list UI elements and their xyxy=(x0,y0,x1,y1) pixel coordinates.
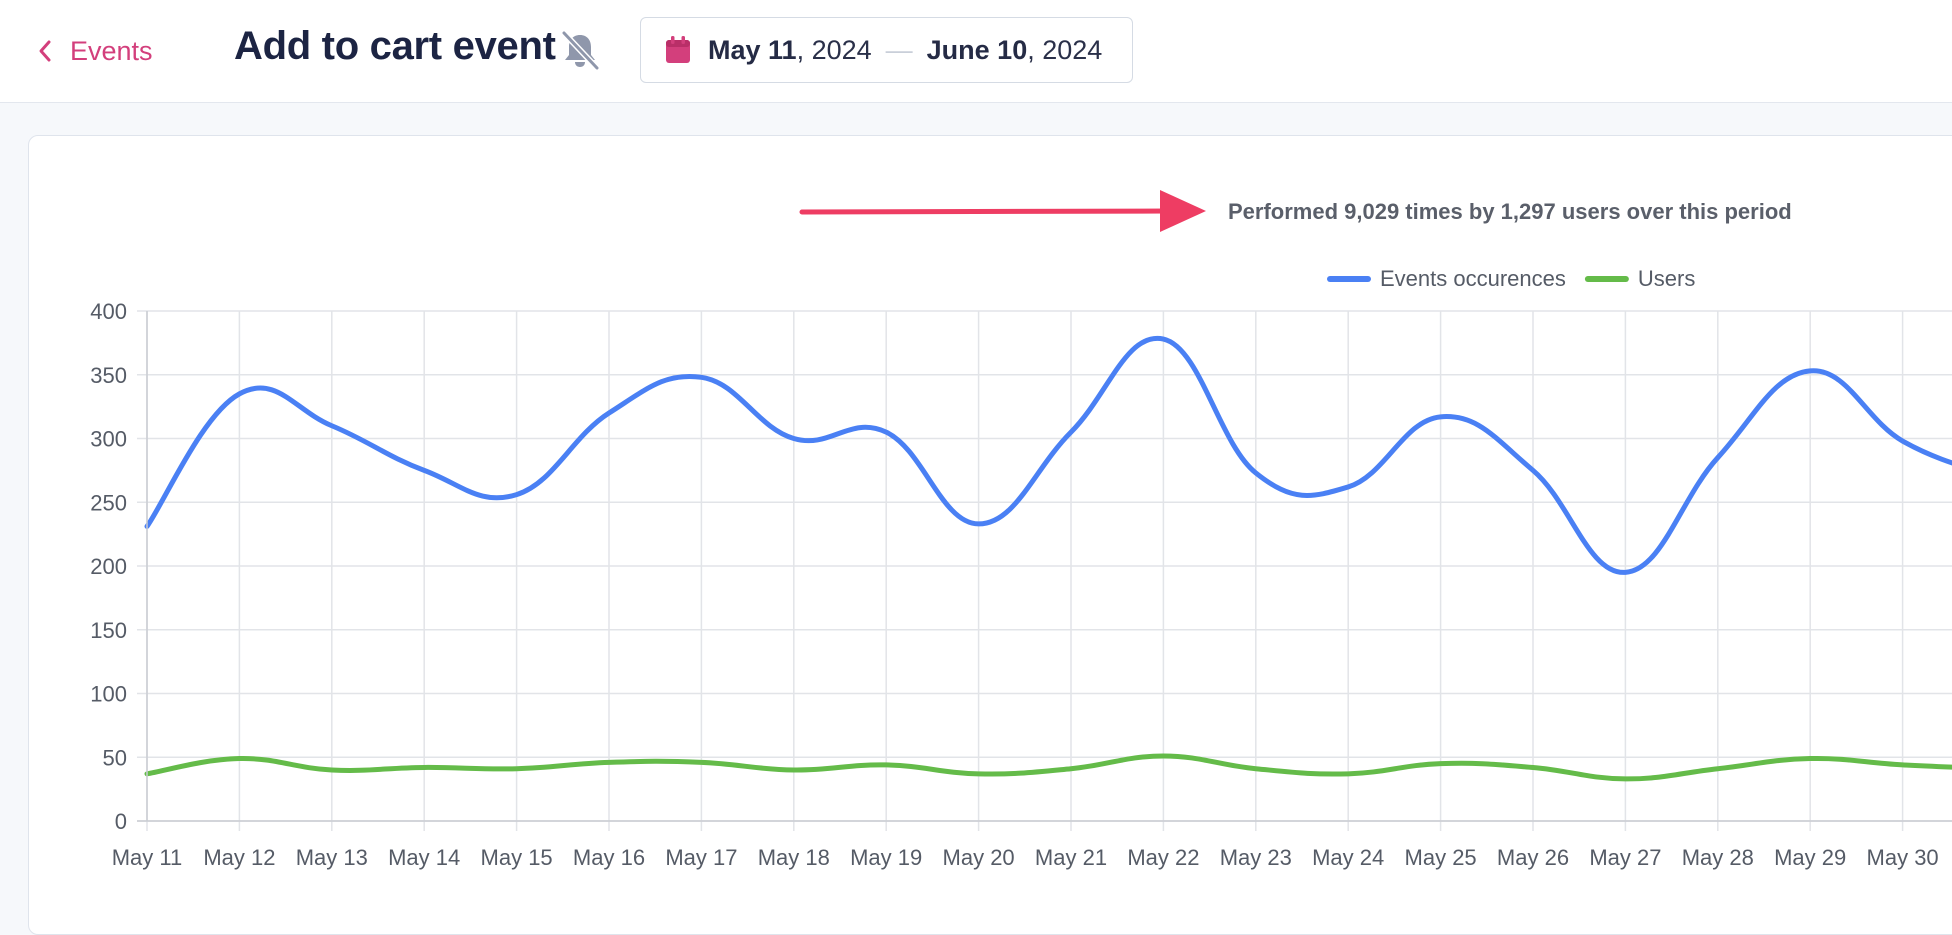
start-date-year: , 2024 xyxy=(796,34,872,65)
legend-label[interactable]: Users xyxy=(1638,266,1695,291)
x-tick-label: May 28 xyxy=(1682,845,1754,870)
back-link-label: Events xyxy=(70,35,153,66)
x-tick-label: May 16 xyxy=(573,845,645,870)
chart-card xyxy=(28,135,1952,935)
y-tick-label: 250 xyxy=(90,490,127,515)
chevron-left-icon xyxy=(39,40,51,62)
x-tick-label: May 30 xyxy=(1867,845,1939,870)
x-tick-label: May 15 xyxy=(481,845,553,870)
series-line-users[interactable] xyxy=(144,753,1952,782)
start-date-day: May 11 xyxy=(708,34,797,65)
chart-series xyxy=(144,335,1952,782)
x-tick-label: May 24 xyxy=(1312,845,1384,870)
x-tick-label: May 14 xyxy=(388,845,460,870)
series-line-events-occurences[interactable] xyxy=(144,335,1952,575)
back-to-events-link[interactable]: Events xyxy=(38,31,153,71)
y-tick-label: 0 xyxy=(115,809,127,834)
y-tick-label: 300 xyxy=(90,427,127,452)
y-tick-label: 100 xyxy=(90,682,127,707)
events-line-chart: 0 50 100 150 200 250 300 350 400 May 11 May 12 May … xyxy=(90,190,1952,870)
arrow-right-icon xyxy=(799,190,1206,232)
x-tick-label: May 11 xyxy=(112,845,183,870)
x-tick-label: May 19 xyxy=(850,845,922,870)
summary-text: Performed 9,029 times by 1,297 users ove… xyxy=(1228,199,1792,224)
y-tick-label: 350 xyxy=(90,363,127,388)
x-tick-label: May 20 xyxy=(943,845,1015,870)
x-tick-label: May 23 xyxy=(1220,845,1292,870)
x-tick-label: May 13 xyxy=(296,845,368,870)
legend-label[interactable]: Events occurences xyxy=(1380,266,1566,291)
x-tick-label: May 29 xyxy=(1774,845,1846,870)
end-date-day: June 10 xyxy=(926,34,1028,65)
bell-slash-icon[interactable] xyxy=(559,30,601,70)
chart-axes: 0 50 100 150 200 250 300 350 400 May 11 May 12 May … xyxy=(90,299,1952,870)
end-date-year: , 2024 xyxy=(1027,34,1103,65)
x-tick-label: May 18 xyxy=(758,845,830,870)
y-tick-label: 150 xyxy=(90,618,127,643)
calendar-icon xyxy=(666,36,690,63)
x-tick-label: May 12 xyxy=(203,845,275,870)
chart-legend: Events occurences Users xyxy=(1327,266,1695,291)
page-title: Add to cart event xyxy=(234,24,556,68)
y-tick-label: 200 xyxy=(90,554,127,579)
x-tick-label: May 25 xyxy=(1405,845,1477,870)
y-tick-label: 50 xyxy=(103,745,127,770)
x-tick-label: May 21 xyxy=(1035,845,1107,870)
x-tick-label: May 27 xyxy=(1589,845,1661,870)
top-bar: Events Add to cart event May 11, 2024 — … xyxy=(0,0,1952,103)
date-separator: — xyxy=(885,34,913,65)
x-tick-label: May 26 xyxy=(1497,845,1569,870)
y-tick-label: 400 xyxy=(90,299,127,324)
x-tick-label: May 22 xyxy=(1127,845,1199,870)
chart-grid xyxy=(137,310,1952,831)
x-tick-label: May 17 xyxy=(665,845,737,870)
date-range-picker[interactable]: May 11, 2024 — June 10, 2024 xyxy=(640,17,1133,83)
